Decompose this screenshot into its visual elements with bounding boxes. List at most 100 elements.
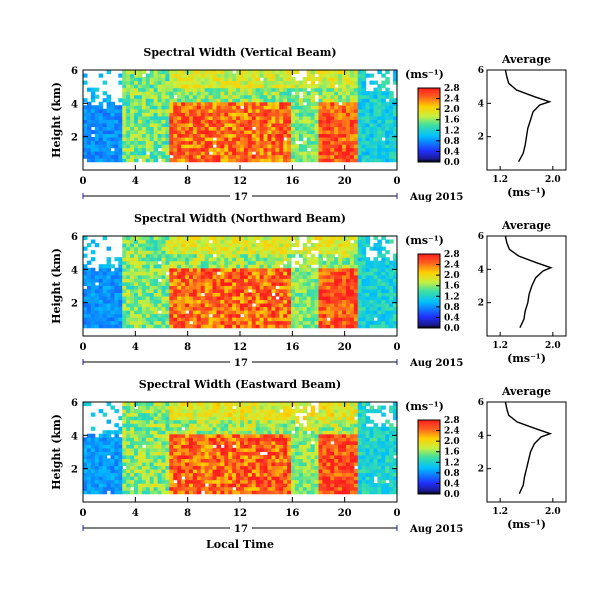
heatmap-cell (146, 102, 151, 106)
heatmap-cell (346, 310, 351, 314)
heatmap-cell (291, 268, 296, 272)
heatmap-cell (256, 102, 261, 106)
heatmap-cell (287, 148, 292, 152)
heatmap-cell (319, 123, 324, 127)
heatmap-cell (220, 74, 225, 78)
heatmap-cell (342, 292, 347, 296)
heatmap-cell (334, 317, 339, 321)
heatmap-cell (142, 413, 147, 417)
heatmap-cell (150, 137, 155, 141)
heatmap-cell (205, 324, 210, 328)
heatmap-cell (291, 310, 296, 314)
heatmap-cell (169, 70, 174, 74)
heatmap-cell (232, 462, 237, 466)
heatmap-cell (244, 487, 249, 491)
heatmap-cell (114, 444, 119, 448)
heatmap-cell (303, 292, 308, 296)
heatmap-cell (134, 299, 139, 303)
heatmap-cell (118, 310, 123, 314)
heatmap-cell (99, 133, 104, 137)
heatmap-cell (252, 296, 257, 300)
heatmap-cell (248, 299, 253, 303)
heatmap-cell (385, 299, 390, 303)
heatmap-cell (165, 278, 170, 282)
heatmap-cell (311, 77, 316, 81)
heatmap-cell (291, 303, 296, 307)
heatmap-cell (264, 296, 269, 300)
heatmap-cell (303, 116, 308, 120)
colorbar-tick-label: 0.4 (444, 313, 460, 323)
heatmap-cell (354, 155, 359, 159)
heatmap-cell (220, 420, 225, 424)
heatmap-cell (103, 137, 108, 141)
heatmap-cell (150, 278, 155, 282)
heatmap-cell (197, 285, 202, 289)
heatmap-cell (370, 144, 375, 148)
heatmap-cell (370, 126, 375, 130)
heatmap-cell (256, 70, 261, 74)
heatmap-cell (118, 151, 123, 155)
heatmap-cell (334, 289, 339, 293)
heatmap-cell (99, 487, 104, 491)
heatmap-cell (370, 324, 375, 328)
heatmap-cell (319, 243, 324, 247)
heatmap-cell (240, 469, 245, 473)
heatmap-cell (107, 109, 112, 113)
heatmap-cell (150, 303, 155, 307)
heatmap-cell (177, 158, 182, 162)
heatmap-cell (377, 292, 382, 296)
heatmap-cell (169, 455, 174, 459)
heatmap-cell (173, 487, 178, 491)
heatmap-cell (165, 264, 170, 268)
heatmap-cell (236, 296, 241, 300)
heatmap-cell (177, 406, 182, 410)
heatmap-cell (162, 437, 167, 441)
heatmap-cell (173, 427, 178, 431)
heatmap-cell (373, 137, 378, 141)
heatmap-cell (224, 299, 229, 303)
heatmap-cell (303, 317, 308, 321)
heatmap-cell (342, 321, 347, 325)
heatmap-cell (87, 462, 92, 466)
heatmap-cell (150, 254, 155, 258)
heatmap-cell (370, 91, 375, 95)
heatmap-cell (165, 105, 170, 109)
heatmap-cell (209, 420, 214, 424)
heatmap-cell (244, 126, 249, 130)
heatmap-cell (216, 268, 221, 272)
heatmap-cell (130, 402, 135, 406)
heatmap-cell (173, 282, 178, 286)
heatmap-cell (291, 148, 296, 152)
heatmap-cell (185, 469, 190, 473)
heatmap-cell (311, 243, 316, 247)
heatmap-cell (377, 88, 382, 92)
heatmap-cell (342, 299, 347, 303)
heatmap-cell (99, 112, 104, 116)
heatmap-cell (162, 261, 167, 265)
heatmap-cell (83, 112, 88, 116)
heatmap-cell (177, 285, 182, 289)
heatmap-cell (279, 84, 284, 88)
heatmap-cell (162, 314, 167, 318)
y-tick-label: 2 (71, 299, 78, 310)
heatmap-cell (126, 434, 131, 438)
heatmap-cell (185, 264, 190, 268)
heatmap-cell (248, 119, 253, 123)
heatmap-cell (342, 151, 347, 155)
heatmap-cell (346, 95, 351, 99)
heatmap-cell (189, 112, 194, 116)
heatmap-cell (205, 285, 210, 289)
heatmap-cell (236, 465, 241, 469)
heatmap-cell (99, 126, 104, 130)
heatmap-cell (307, 155, 312, 159)
heatmap-cell (279, 137, 284, 141)
heatmap-cell (252, 148, 257, 152)
heatmap-cell (338, 148, 343, 152)
heatmap-cell (322, 130, 327, 134)
heatmap-cell (165, 455, 170, 459)
heatmap-cell (99, 264, 104, 268)
heatmap-cell (240, 74, 245, 78)
heatmap-cell (213, 243, 218, 247)
heatmap-cell (130, 240, 135, 244)
heatmap-cell (275, 268, 280, 272)
